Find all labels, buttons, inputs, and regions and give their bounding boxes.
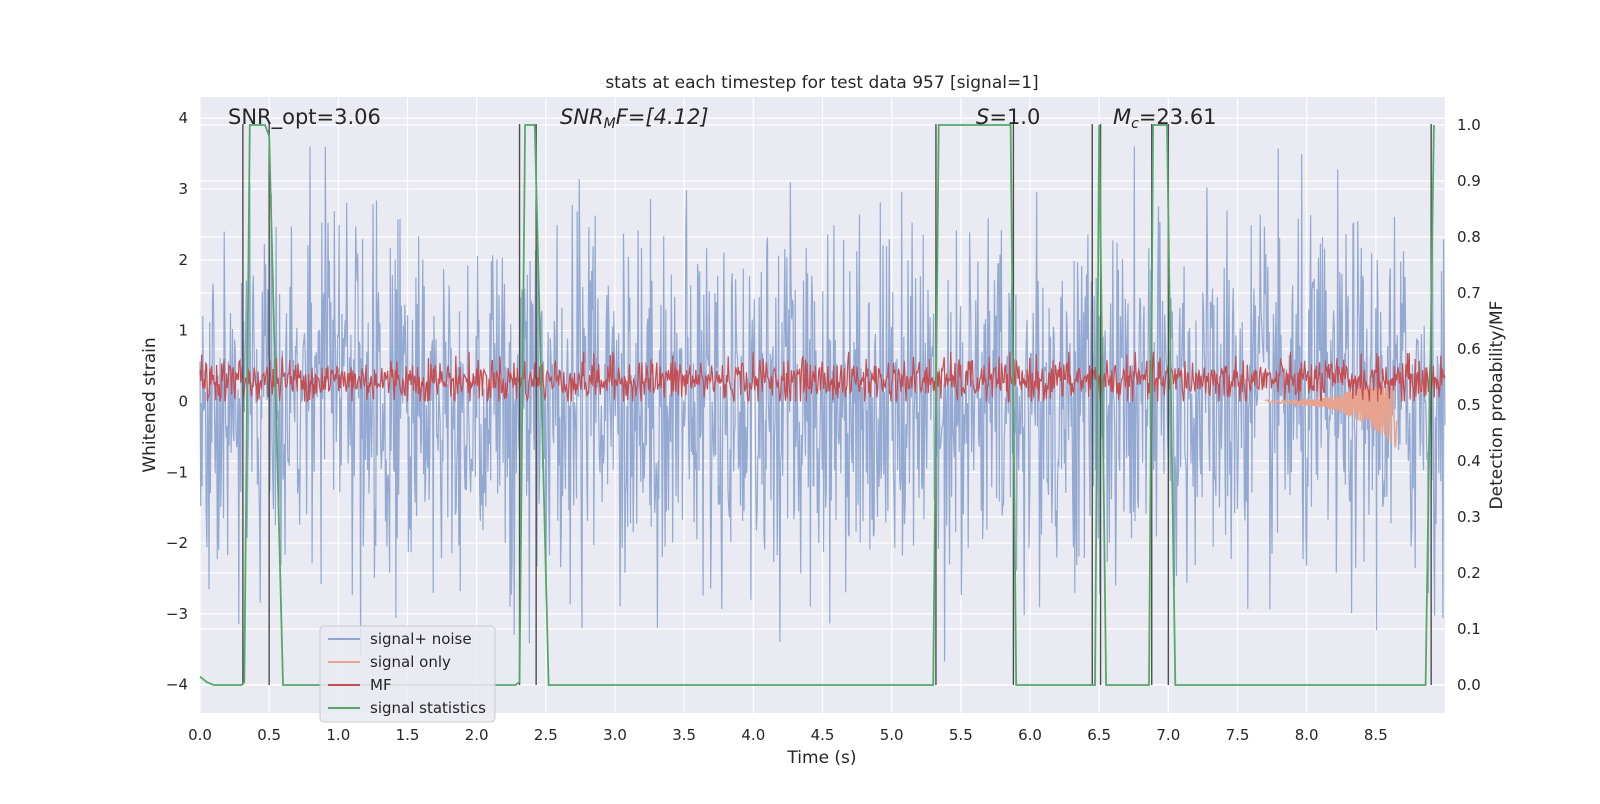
y-left-tick-label: 4 <box>178 109 188 127</box>
x-tick-label: 7.5 <box>1226 726 1250 744</box>
line-signal-statistics <box>199 124 1435 686</box>
annotation-mc: Mc=23.61 <box>1113 105 1217 132</box>
x-tick-label: 3.0 <box>603 726 627 744</box>
x-tick-label: 6.5 <box>1087 726 1111 744</box>
x-tick-label: 2.5 <box>534 726 558 744</box>
y-left-tick-label: −1 <box>166 463 188 481</box>
y-right-tick-label: 0.0 <box>1457 676 1481 694</box>
series-signal-statistics <box>199 124 1435 686</box>
x-tick-label: 6.0 <box>1018 726 1042 744</box>
y-right-tick-label: 0.6 <box>1457 340 1481 358</box>
series-mf <box>199 351 1446 404</box>
y-right-tick-label: 0.4 <box>1457 452 1481 470</box>
y-left-tick-label: −3 <box>166 605 188 623</box>
y-left-tick-label: −2 <box>166 534 188 552</box>
x-tick-label: 8.0 <box>1295 726 1319 744</box>
x-tick-label: 0.0 <box>188 726 212 744</box>
x-tick-label: 1.5 <box>396 726 420 744</box>
x-tick-label: 5.5 <box>949 726 973 744</box>
legend-box <box>319 625 496 723</box>
y-right-tick-label: 0.3 <box>1457 508 1481 526</box>
y-right-tick-label: 1.0 <box>1457 116 1481 134</box>
y-left-axis-label: Whitened strain <box>140 337 160 472</box>
y-right-tick-label: 0.1 <box>1457 620 1481 638</box>
x-tick-label: 4.5 <box>811 726 835 744</box>
x-tick-label: 0.5 <box>257 726 281 744</box>
x-tick-label: 2.0 <box>465 726 489 744</box>
y-left-tick-labels: 4 3 2 1 0 −1 −2 −3 −4 <box>166 109 188 693</box>
line-signal-noise <box>199 146 1446 662</box>
line-mf <box>199 351 1446 404</box>
x-tick-label: 5.0 <box>880 726 904 744</box>
legend-label-signal-noise: signal+ noise <box>370 630 472 648</box>
legend-label-mf: MF <box>370 676 392 694</box>
y-left-tick-label: 0 <box>178 392 188 410</box>
x-tick-label: 1.0 <box>326 726 350 744</box>
series-signal-only <box>1264 386 1398 448</box>
x-tick-labels: 0.0 0.5 1.0 1.5 2.0 2.5 3.0 3.5 4.0 4.5 5.0 5.5 6.0 6… <box>188 726 1388 744</box>
y-left-tick-label: −4 <box>166 676 188 694</box>
y-right-axis-label: Detection probability/MF <box>1487 301 1507 510</box>
y-left-tick-label: 3 <box>178 180 188 198</box>
annotation-snr-opt: SNR_opt=3.06 <box>228 105 381 130</box>
y-right-tick-label: 0.9 <box>1457 172 1481 190</box>
annotation-snr-mf: SNRMF=[4.12] <box>560 105 709 132</box>
y-right-tick-labels: 1.0 0.9 0.8 0.7 0.6 0.5 0.4 0.3 0.2 0.1 0.0 <box>1457 116 1481 694</box>
annotation-s: S=1.0 <box>976 105 1040 129</box>
legend: signal+ noise signal only MF signal stat… <box>319 625 496 723</box>
legend-label-signal-only: signal only <box>370 653 451 671</box>
x-axis-label: Time (s) <box>786 748 856 768</box>
x-tick-label: 8.5 <box>1364 726 1388 744</box>
x-tick-label: 4.0 <box>741 726 765 744</box>
y-left-tick-label: 2 <box>178 251 188 269</box>
y-right-tick-label: 0.2 <box>1457 564 1481 582</box>
legend-label-signal-statistics: signal statistics <box>370 699 486 717</box>
y-left-tick-label: 1 <box>178 322 188 340</box>
x-tick-label: 3.5 <box>672 726 696 744</box>
series-signal-noise <box>199 146 1446 662</box>
line-signal-only <box>1264 386 1398 448</box>
y-right-tick-label: 0.5 <box>1457 396 1481 414</box>
x-tick-label: 7.0 <box>1156 726 1180 744</box>
y-right-tick-label: 0.8 <box>1457 228 1481 246</box>
chart-title: stats at each timestep for test data 957… <box>605 73 1038 93</box>
y-right-tick-label: 0.7 <box>1457 284 1481 302</box>
